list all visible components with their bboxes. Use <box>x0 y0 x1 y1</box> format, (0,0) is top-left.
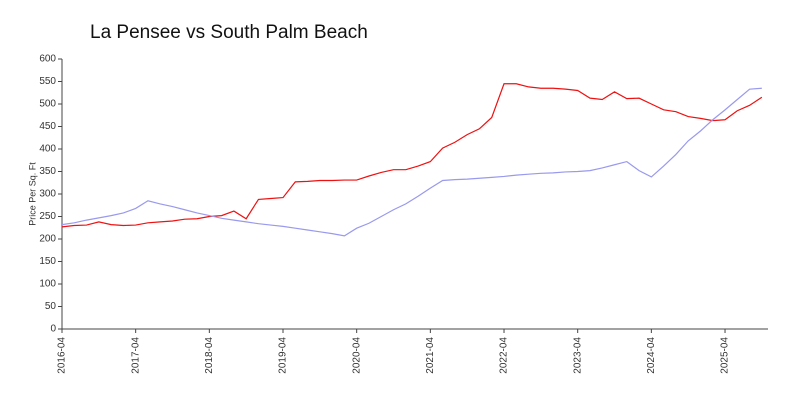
y-tick-label: 300 <box>39 189 56 200</box>
x-tick-label: 2022-04 <box>499 337 510 374</box>
x-tick-label: 2024-04 <box>646 337 657 374</box>
x-tick-label: 2019-04 <box>278 337 289 374</box>
y-tick-label: 50 <box>45 301 57 312</box>
y-tick-label: 550 <box>39 76 56 87</box>
x-tick-label: 2016-04 <box>57 337 68 374</box>
x-tick-label: 2017-04 <box>130 337 141 374</box>
y-tick-label: 600 <box>39 54 56 65</box>
x-tick-label: 2023-04 <box>572 337 583 374</box>
y-tick-label: 0 <box>50 324 56 335</box>
y-tick-label: 400 <box>39 144 56 155</box>
x-tick-label: 2025-04 <box>720 337 731 374</box>
line-series <box>61 83 763 228</box>
x-tick-label: 2018-04 <box>204 337 215 374</box>
y-tick-label: 250 <box>39 211 56 222</box>
y-tick-label: 100 <box>39 279 56 290</box>
y-tick-label: 150 <box>39 256 56 267</box>
y-tick-label: 200 <box>39 234 56 245</box>
y-tick-label: 500 <box>39 99 56 110</box>
x-tick-label: 2020-04 <box>351 337 362 374</box>
x-tick-label: 2021-04 <box>425 337 436 374</box>
line-series <box>61 87 762 237</box>
y-tick-label: 450 <box>39 121 56 132</box>
y-axis-label: Price Per Sq. Ft <box>27 162 37 226</box>
chart-title: La Pensee vs South Palm Beach <box>90 22 368 43</box>
y-tick-label: 350 <box>39 166 56 177</box>
